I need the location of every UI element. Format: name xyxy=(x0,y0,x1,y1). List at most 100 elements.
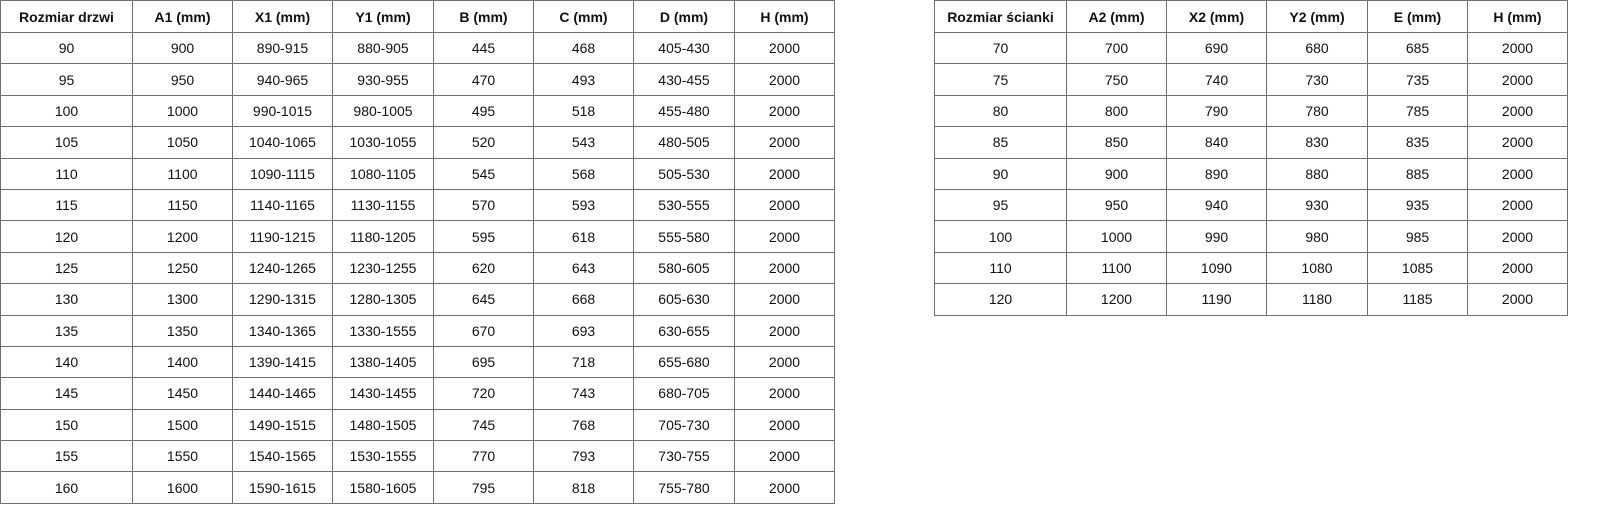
table-cell: 2000 xyxy=(734,94,835,128)
column-header: H (mm) xyxy=(1467,0,1568,33)
table-cell: 2000 xyxy=(734,314,835,347)
table-cell: 1100 xyxy=(132,157,233,190)
table-cell: 555-580 xyxy=(633,220,735,253)
table-cell: 730 xyxy=(1266,63,1368,96)
table-cell: 518 xyxy=(533,94,634,128)
table-cell: 2000 xyxy=(1467,220,1568,253)
table-row: 120 1200 1190-1215 1180-1205 595 618 555-580 20… xyxy=(0,220,835,253)
table-cell: 95 xyxy=(934,188,1067,222)
table-cell: 818 xyxy=(533,471,634,504)
table-cell: 750 xyxy=(1066,63,1167,96)
column-header: A2 (mm) xyxy=(1066,0,1167,33)
table-cell: 2000 xyxy=(734,471,835,504)
table-cell: 95 xyxy=(0,63,133,96)
table-row: 145 1450 1440-1465 1430-1455 720 743 680-705 20… xyxy=(0,377,835,410)
table-cell: 835 xyxy=(1367,126,1468,159)
table-cell: 1440-1465 xyxy=(232,377,333,410)
table-cell: 120 xyxy=(0,220,133,253)
table-cell: 740 xyxy=(1166,63,1267,96)
table-cell: 785 xyxy=(1367,94,1468,128)
table-cell: 1450 xyxy=(132,377,233,410)
table-cell: 1400 xyxy=(132,345,233,379)
table-cell: 618 xyxy=(533,220,634,253)
table-cell: 2000 xyxy=(1467,94,1568,128)
table-row: 100 1000 990-1015 980-1005 495 518 455-480 2000 xyxy=(0,94,835,128)
table-cell: 2000 xyxy=(734,408,835,442)
table-row: 110 1100 1090 1080 1085 2000 xyxy=(934,251,1568,285)
wall-size-table: Rozmiar ścianki A2 (mm) X2 (mm) Y2 (mm) E (m… xyxy=(934,0,1568,316)
table-cell: 105 xyxy=(0,126,133,159)
table-cell: 1550 xyxy=(132,440,233,473)
table-cell: 1230-1255 xyxy=(332,251,434,285)
table-cell: 543 xyxy=(533,126,634,159)
table-cell: 768 xyxy=(533,408,634,442)
table-cell: 685 xyxy=(1367,31,1468,65)
table-row: 75 750 740 730 735 2000 xyxy=(934,63,1568,96)
table-cell: 140 xyxy=(0,345,133,379)
column-header: Rozmiar drzwi xyxy=(0,0,133,33)
table-cell: 695 xyxy=(433,345,534,379)
table-cell: 620 xyxy=(433,251,534,285)
table-cell: 940-965 xyxy=(232,63,333,96)
table-cell: 2000 xyxy=(734,440,835,473)
table-cell: 1490-1515 xyxy=(232,408,333,442)
table-cell: 790 xyxy=(1166,94,1267,128)
table-cell: 80 xyxy=(934,94,1067,128)
table-cell: 145 xyxy=(0,377,133,410)
table-row: 90 900 890-915 880-905 445 468 405-430 2000 xyxy=(0,31,835,65)
table-cell: 570 xyxy=(433,188,534,222)
table-cell: 120 xyxy=(934,283,1067,316)
table-cell: 880 xyxy=(1266,157,1368,190)
table-row: 100 1000 990 980 985 2000 xyxy=(934,220,1568,253)
table-cell: 1200 xyxy=(132,220,233,253)
column-header: Rozmiar ścianki xyxy=(934,0,1067,33)
table-cell: 2000 xyxy=(734,157,835,190)
table-cell: 840 xyxy=(1166,126,1267,159)
table-row: 140 1400 1390-1415 1380-1405 695 718 655-680 20… xyxy=(0,345,835,379)
table-cell: 530-555 xyxy=(633,188,735,222)
table-cell: 2000 xyxy=(1467,126,1568,159)
table-row: 105 1050 1040-1065 1030-1055 520 543 480-505 20… xyxy=(0,126,835,159)
table-cell: 1090-1115 xyxy=(232,157,333,190)
table-cell: 520 xyxy=(433,126,534,159)
table-cell: 680 xyxy=(1266,31,1368,65)
table-cell: 655-680 xyxy=(633,345,735,379)
column-header: Y2 (mm) xyxy=(1266,0,1368,33)
table-cell: 1600 xyxy=(132,471,233,504)
table-cell: 1590-1615 xyxy=(232,471,333,504)
table-cell: 1200 xyxy=(1066,283,1167,316)
table-cell: 730-755 xyxy=(633,440,735,473)
table-cell: 455-480 xyxy=(633,94,735,128)
table-cell: 1350 xyxy=(132,314,233,347)
table-cell: 1100 xyxy=(1066,251,1167,285)
table-cell: 493 xyxy=(533,63,634,96)
table-row: 125 1250 1240-1265 1230-1255 620 643 580-605 20… xyxy=(0,251,835,285)
table-cell: 2000 xyxy=(734,251,835,285)
table-cell: 505-530 xyxy=(633,157,735,190)
table-cell: 150 xyxy=(0,408,133,442)
table-cell: 705-730 xyxy=(633,408,735,442)
table-cell: 1380-1405 xyxy=(332,345,434,379)
table-cell: 1150 xyxy=(132,188,233,222)
table-row: 115 1150 1140-1165 1130-1155 570 593 530-555 20… xyxy=(0,188,835,222)
table-cell: 755-780 xyxy=(633,471,735,504)
table-cell: 1340-1365 xyxy=(232,314,333,347)
table-cell: 480-505 xyxy=(633,126,735,159)
table-cell: 630-655 xyxy=(633,314,735,347)
table-cell: 468 xyxy=(533,31,634,65)
table-cell: 605-630 xyxy=(633,283,735,316)
table-cell: 115 xyxy=(0,188,133,222)
table-cell: 568 xyxy=(533,157,634,190)
table-cell: 720 xyxy=(433,377,534,410)
table-cell: 645 xyxy=(433,283,534,316)
table-cell: 935 xyxy=(1367,188,1468,222)
table-cell: 70 xyxy=(934,31,1067,65)
table-cell: 2000 xyxy=(1467,188,1568,222)
table-cell: 690 xyxy=(1166,31,1267,65)
table-cell: 1390-1415 xyxy=(232,345,333,379)
table-row: 135 1350 1340-1365 1330-1555 670 693 630-655 20… xyxy=(0,314,835,347)
table-cell: 745 xyxy=(433,408,534,442)
table-cell: 643 xyxy=(533,251,634,285)
table-cell: 2000 xyxy=(1467,31,1568,65)
table-cell: 135 xyxy=(0,314,133,347)
